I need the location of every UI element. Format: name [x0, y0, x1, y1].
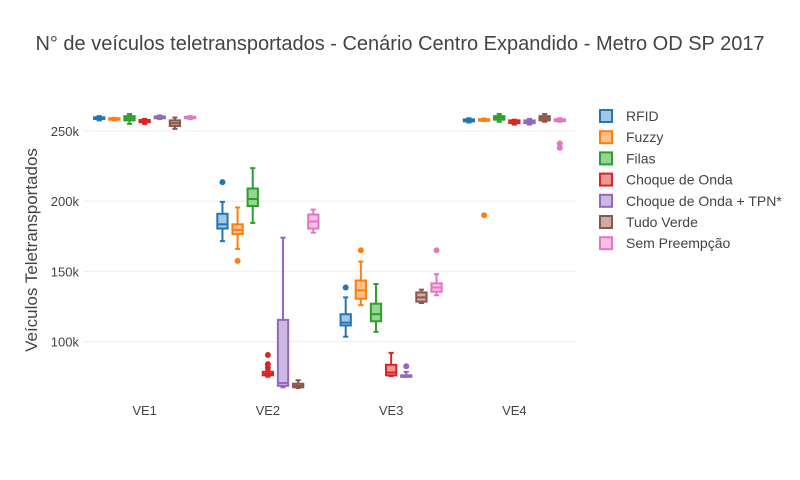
chart-title: N° de veículos teletransportados - Cenár… [35, 33, 764, 55]
series-choque-de-onda-tpn [153, 114, 536, 389]
legend-item[interactable]: Choque de Onda + TPN* [599, 193, 782, 209]
gridlines [83, 130, 576, 343]
series-filas [123, 113, 506, 333]
legend-item[interactable]: Filas [599, 150, 656, 166]
box-iqr [276, 318, 290, 387]
y-axis-ticks: 100k 150k 200k 250k [51, 124, 80, 350]
legend-item[interactable]: Tudo Verde [599, 214, 698, 230]
box-series [93, 113, 566, 389]
box-mark [354, 247, 367, 307]
box-mark [231, 206, 244, 264]
outlier-point [219, 179, 226, 186]
outlier-point [556, 144, 563, 151]
box-mark [246, 167, 259, 224]
legend-label: Sem Preempção [626, 235, 730, 251]
legend-label: Choque de Onda [626, 172, 733, 188]
box-mark [276, 236, 290, 389]
box-mark [292, 379, 305, 389]
outlier-point [433, 247, 440, 254]
series-sem-preemp-o [183, 115, 566, 297]
y-tick-label: 200k [51, 194, 80, 209]
box-iqr [246, 187, 259, 208]
x-tick-label: VE1 [132, 403, 157, 418]
outlier-point [264, 351, 271, 358]
outlier-point [556, 140, 563, 147]
legend-label: RFID [626, 108, 659, 124]
legend: RFID Fuzzy Filas Choque de Onda Choque de On… [599, 108, 782, 251]
series-rfid [93, 115, 476, 338]
legend-label: Choque de Onda + TPN* [626, 193, 782, 209]
x-tick-label: VE3 [379, 403, 404, 418]
legend-swatch [599, 151, 613, 166]
x-axis-ticks: VE1 VE2 VE3 VE4 [132, 403, 526, 418]
legend-swatch [599, 172, 613, 187]
box-mark [462, 117, 476, 124]
y-axis-label: Veículos Teletransportados [22, 148, 41, 352]
legend-item[interactable]: Choque de Onda [599, 172, 733, 188]
y-tick-label: 100k [51, 335, 80, 350]
legend-swatch [599, 236, 613, 251]
box-mark [261, 351, 275, 378]
box-mark [183, 115, 197, 120]
box-mark [400, 363, 413, 378]
legend-swatch [599, 215, 613, 229]
series-fuzzy [108, 116, 491, 307]
legend-label: Filas [626, 150, 656, 166]
x-tick-label: VE2 [256, 403, 281, 418]
box-mark [339, 284, 352, 338]
box-mark [508, 118, 521, 126]
outlier-point [264, 361, 271, 368]
box-mark [493, 113, 506, 123]
box-mark [415, 288, 428, 304]
legend-item[interactable]: RFID [599, 108, 659, 124]
legend-label: Tudo Verde [626, 214, 698, 230]
box-iqr [339, 313, 352, 327]
outlier-point [234, 257, 241, 264]
box-mark [538, 113, 551, 123]
outlier-point [357, 247, 364, 254]
box-mark [153, 114, 166, 120]
box-mark [138, 117, 151, 125]
box-mark [216, 179, 229, 243]
box-iqr [216, 212, 229, 230]
legend-swatch [599, 130, 613, 145]
box-mark [553, 117, 566, 151]
outlier-point [403, 363, 410, 370]
box-iqr [384, 363, 398, 377]
outlier-point [342, 284, 349, 291]
box-mark [168, 116, 182, 130]
box-mark [477, 117, 491, 219]
legend-item[interactable]: Sem Preempção [599, 235, 730, 251]
box-mark [523, 117, 536, 126]
box-mark [369, 283, 383, 333]
box-mark [93, 115, 106, 122]
x-tick-label: VE4 [502, 403, 527, 418]
y-tick-label: 150k [51, 264, 80, 279]
box-mark [384, 351, 398, 378]
legend-swatch [599, 109, 613, 123]
box-mark [307, 208, 320, 234]
series-tudo-verde [168, 113, 551, 389]
legend-label: Fuzzy [626, 129, 663, 145]
box-mark [108, 116, 121, 122]
box-mark [123, 113, 136, 125]
legend-swatch [599, 193, 613, 208]
box-mark [430, 247, 443, 297]
series-choque-de-onda [138, 117, 521, 378]
box-iqr [369, 302, 383, 323]
y-tick-label: 250k [51, 124, 80, 139]
outlier-point [481, 212, 488, 219]
legend-item[interactable]: Fuzzy [599, 129, 663, 145]
